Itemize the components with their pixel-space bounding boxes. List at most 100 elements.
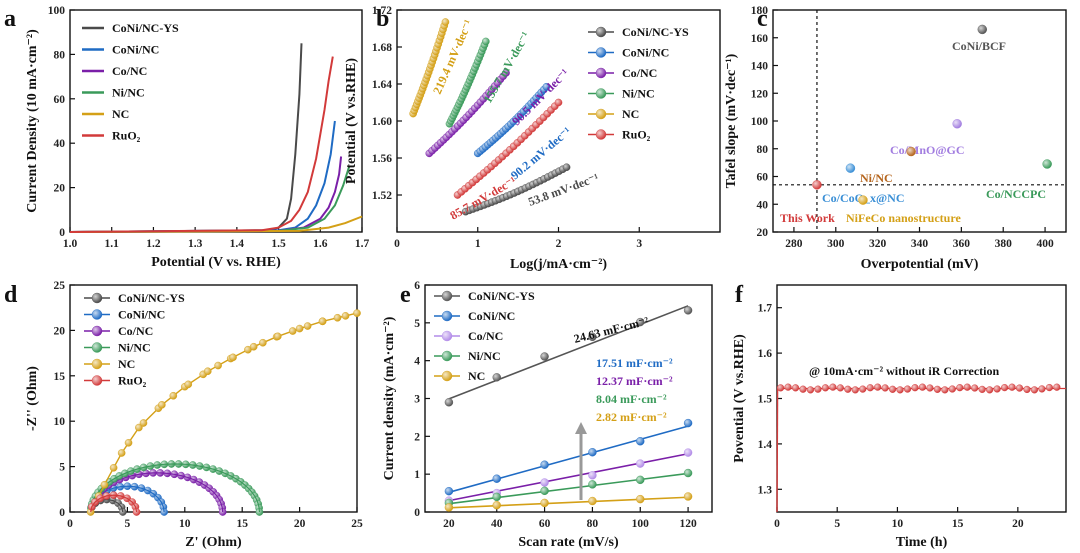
fit-line <box>448 425 689 494</box>
x-tick-label: 5 <box>834 518 840 530</box>
y-axis-label: Current Density (10 mA·cm⁻²) <box>25 29 40 213</box>
legend-label: NC <box>118 357 135 371</box>
data-point <box>492 492 501 502</box>
y-tick-label: 1.3 <box>758 484 773 496</box>
panel-c: 280 300 320 340 360 380 400 20 40 60 80 100 120 140 16… <box>724 5 1067 272</box>
x-tick-label: 1.5 <box>271 238 286 250</box>
data-point <box>1045 383 1053 392</box>
data-point <box>562 163 571 172</box>
data-point <box>295 324 304 333</box>
legend-label: RuO₂ <box>622 128 651 142</box>
data-point <box>683 492 693 501</box>
x-tick-label: 360 <box>953 238 971 250</box>
data-point <box>963 383 971 391</box>
data-point <box>333 313 342 322</box>
x-tick-label: 3 <box>636 238 642 250</box>
x-tick-label: 0 <box>774 518 780 530</box>
legend-label: CoNi/NC <box>468 309 515 323</box>
x-tick-label: 2 <box>556 238 562 250</box>
point-label: NiFeCo nanostructure <box>846 211 961 225</box>
y-tick-label: 1.7 <box>758 303 773 315</box>
x-tick-label: 100 <box>632 518 650 530</box>
legend-marker <box>441 370 453 382</box>
fit-line <box>448 452 689 502</box>
y-tick-label: 60 <box>757 172 769 184</box>
legend-label: CoNi/NC <box>112 43 159 57</box>
legend-label: CoNi/NC-YS <box>112 21 179 35</box>
plot-frame <box>776 284 1067 513</box>
legend-marker <box>595 129 607 140</box>
point-label: Ni/NC <box>860 171 893 185</box>
data-point <box>540 352 549 361</box>
y-tick-label: 20 <box>54 183 66 195</box>
series-line-ruo2 <box>69 56 334 233</box>
point-label: Co/MnO@GC <box>890 143 965 157</box>
data-point <box>540 460 549 469</box>
slope-label: 53.8 mV·dec⁻¹ <box>526 170 601 209</box>
data-point <box>444 398 454 407</box>
legend-label: Ni/NC <box>118 341 151 355</box>
legend-label: CoNi/NC <box>118 308 165 322</box>
data-point <box>441 18 450 26</box>
x-tick-label: 15 <box>952 518 964 530</box>
data-point <box>821 384 830 392</box>
fit-line <box>448 496 689 509</box>
data-point <box>184 380 193 389</box>
panel-label: b <box>376 6 389 32</box>
data-point <box>636 437 645 446</box>
series-line <box>90 494 138 513</box>
data-point <box>214 361 222 370</box>
x-tick-label: 25 <box>351 518 363 530</box>
x-tick-label: 1.7 <box>355 238 370 250</box>
series-line-ni-nc <box>69 165 351 233</box>
data-point <box>888 385 897 393</box>
data-point <box>303 322 312 330</box>
data-point <box>806 386 815 394</box>
y-tick-label: 120 <box>751 88 769 100</box>
capacitance-label: 2.82 mF·cm⁻² <box>596 410 667 424</box>
capacitance-label: 8.04 mF·cm⁻² <box>596 392 667 406</box>
x-tick-label: 20 <box>294 518 306 530</box>
y-axis-label: Current density (mA·cm⁻²) <box>382 316 397 480</box>
y-tick-label: 2 <box>414 431 420 443</box>
x-tick-label: 1.0 <box>63 238 78 250</box>
legend-marker <box>441 290 453 302</box>
data-point <box>1008 383 1016 391</box>
y-tick-label: 40 <box>757 199 769 211</box>
x-axis-label: Log(j/mA·cm⁻²) <box>510 257 607 272</box>
data-point <box>952 119 962 129</box>
capacitance-label: 12.37 mF·cm⁻² <box>596 374 673 388</box>
legend-label: Ni/NC <box>468 349 501 363</box>
data-point <box>229 353 237 362</box>
x-tick-label: 1.1 <box>105 238 120 250</box>
y-tick-label: 5 <box>414 318 420 330</box>
annotation: @ 10mA·cm⁻² without iR Correction <box>809 364 1000 378</box>
data-point <box>353 309 361 317</box>
data-point <box>851 386 859 394</box>
fit-line <box>448 472 689 505</box>
data-point <box>1038 385 1046 393</box>
x-tick-label: 1.2 <box>146 238 161 250</box>
legend-marker <box>441 350 453 362</box>
legend-label: Co/NC <box>622 66 657 80</box>
y-tick-label: 1.4 <box>758 439 773 451</box>
panel-label: a <box>4 6 16 32</box>
x-tick-label: 20 <box>443 518 455 530</box>
y-tick-label: 5 <box>59 462 65 474</box>
y-tick-label: 1.68 <box>372 42 392 54</box>
y-axis-label: Potential (V vs.RHE) <box>344 58 359 184</box>
data-point <box>444 503 454 512</box>
data-point <box>588 496 597 506</box>
data-point <box>836 384 844 392</box>
panel-label: c <box>757 6 768 32</box>
panel-d: 0 5 10 15 20 25 0 5 10 15 20 25 Z' (Ohm) -Z'' (Ohm) d C… <box>4 280 363 550</box>
panel-e: 20 40 60 80 100 120 0 1 2 3 4 5 6 Scan rate (mV/s) Cur… <box>382 280 713 550</box>
data-point <box>829 383 837 391</box>
data-point <box>791 384 800 392</box>
y-tick-label: 1 <box>414 469 420 481</box>
legend-label: Co/NC <box>118 324 153 338</box>
data-point <box>540 498 549 508</box>
y-tick-label: 10 <box>54 416 66 428</box>
y-tick-label: 140 <box>751 61 769 73</box>
